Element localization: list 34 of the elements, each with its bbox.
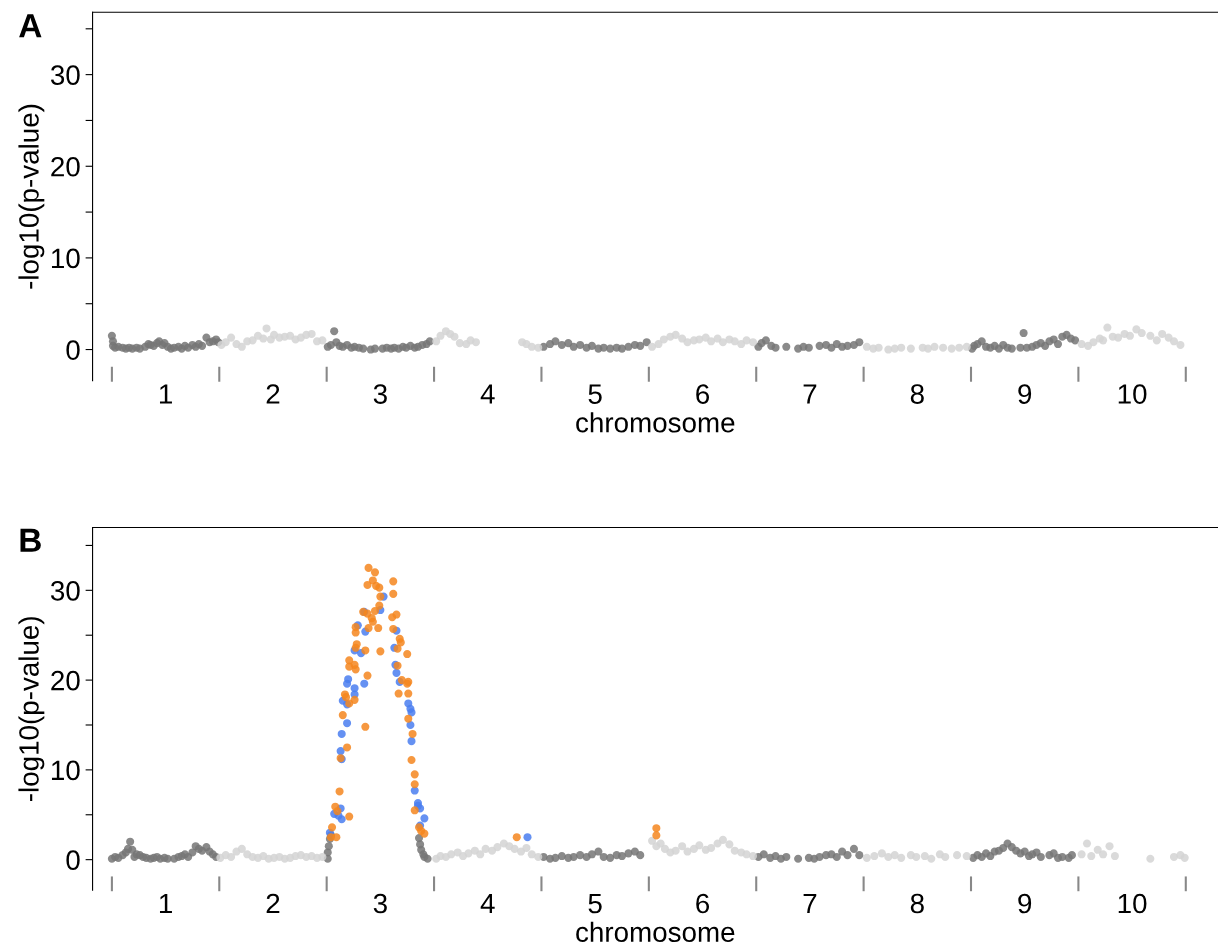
x-tick-label: 4 (480, 384, 495, 404)
x-tick-label: 5 (588, 384, 602, 404)
y-tick-label: 30 (50, 65, 80, 85)
x-axis-title: chromosome (576, 412, 735, 433)
x-tick-label: 3 (373, 893, 387, 914)
x-tick-label: 10 (1118, 893, 1147, 914)
x-tick-label: 9 (1018, 384, 1032, 404)
y-axis-title: -log10(p-value) (18, 104, 45, 289)
y-tick-label: 0 (66, 340, 80, 360)
y-tick-label: 10 (51, 760, 80, 781)
x-tick-label: 7 (803, 893, 817, 914)
chart-title: A (19, 14, 42, 38)
y-tick-label: 20 (51, 156, 80, 177)
x-tick-label: 7 (803, 384, 817, 404)
x-tick-label: 2 (266, 384, 280, 404)
x-tick-label: 9 (1018, 893, 1032, 914)
x-tick-label: 1 (159, 384, 172, 404)
y-axis-title: -log10(p-value) (18, 617, 45, 801)
y-tick-label: 30 (50, 580, 80, 601)
y-tick-label: 0 (66, 850, 80, 870)
x-tick-label: 3 (373, 384, 387, 404)
x-tick-label: 1 (159, 893, 172, 914)
y-tick-label: 10 (51, 248, 80, 269)
x-tick-label: 10 (1118, 384, 1147, 404)
x-tick-label: 8 (910, 893, 924, 914)
x-tick-label: 4 (480, 893, 495, 914)
y-tick-label: 20 (51, 670, 80, 691)
x-tick-label: 6 (696, 384, 710, 404)
x-tick-label: 8 (910, 384, 924, 404)
x-tick-label: 5 (588, 893, 602, 914)
chart-title: B (20, 528, 41, 552)
x-tick-label: 6 (696, 893, 710, 914)
x-axis-title: chromosome (576, 921, 735, 943)
x-tick-label: 2 (266, 893, 280, 914)
